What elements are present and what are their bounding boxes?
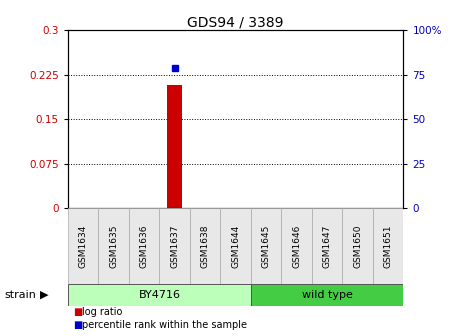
Text: strain: strain [5, 290, 37, 300]
Bar [190, 208, 220, 284]
Text: GSM1651: GSM1651 [384, 224, 393, 268]
Text: GSM1646: GSM1646 [292, 224, 301, 268]
Bar [312, 208, 342, 284]
Bar [167, 85, 182, 208]
Bar [68, 208, 98, 284]
Text: GSM1645: GSM1645 [262, 224, 271, 268]
Bar [159, 208, 190, 284]
Bar [68, 284, 251, 306]
Bar [251, 284, 403, 306]
Text: log ratio: log ratio [82, 307, 122, 317]
Text: GSM1638: GSM1638 [201, 224, 210, 268]
Bar [342, 208, 373, 284]
Text: percentile rank within the sample: percentile rank within the sample [82, 320, 247, 330]
Text: GSM1650: GSM1650 [353, 224, 362, 268]
Text: BY4716: BY4716 [138, 290, 181, 300]
Text: GSM1636: GSM1636 [140, 224, 149, 268]
Bar [98, 208, 129, 284]
Bar [281, 208, 312, 284]
Bar [220, 208, 251, 284]
Text: ▶: ▶ [40, 290, 49, 300]
Text: GSM1635: GSM1635 [109, 224, 118, 268]
Text: GSM1634: GSM1634 [79, 224, 88, 268]
Text: wild type: wild type [302, 290, 353, 300]
Text: GSM1647: GSM1647 [323, 224, 332, 268]
Text: ■: ■ [73, 320, 82, 330]
Bar [373, 208, 403, 284]
Bar [251, 208, 281, 284]
Text: GDS94 / 3389: GDS94 / 3389 [188, 15, 284, 29]
Text: GSM1644: GSM1644 [231, 224, 240, 268]
Text: GSM1637: GSM1637 [170, 224, 179, 268]
Text: ■: ■ [73, 307, 82, 317]
Bar [129, 208, 159, 284]
